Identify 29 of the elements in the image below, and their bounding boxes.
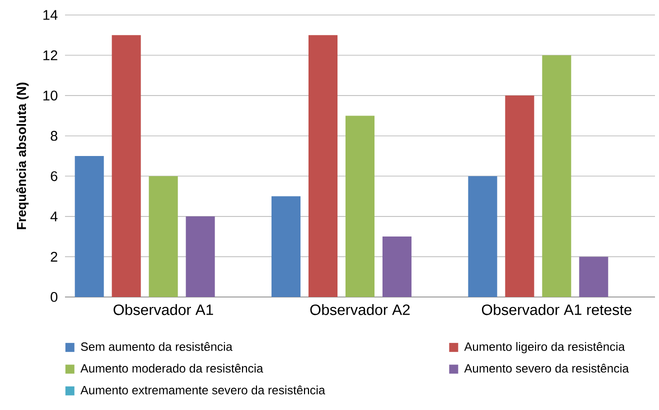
x-tick-label: Observador A2 [310, 304, 410, 316]
bar [505, 96, 534, 297]
bar [186, 216, 215, 297]
legend-label: Aumento severo da resistência [464, 364, 629, 373]
y-axis-title: Frequência absoluta (N) [16, 82, 29, 230]
y-tick-label: 8 [50, 130, 58, 141]
bar [579, 256, 608, 297]
bar [272, 196, 300, 297]
legend-label: Aumento extremamente severo da resistência [80, 386, 326, 394]
bar [308, 35, 338, 297]
bar [74, 156, 104, 297]
legend-label: Aumento moderado da resistência [80, 364, 264, 373]
bar [112, 35, 141, 297]
x-tick-label: Observador A1 [114, 304, 214, 316]
bar [542, 55, 572, 297]
y-tick-label: 6 [50, 171, 58, 182]
y-tick-label: 2 [50, 252, 58, 262]
bar [382, 236, 412, 297]
y-tick-label: 4 [50, 212, 58, 222]
y-tick-label: 10 [43, 90, 58, 101]
y-tick-label: 14 [43, 10, 58, 20]
legend-label: Sem aumento da resistência [80, 342, 232, 351]
bar [148, 176, 178, 297]
legend-label: Aumento ligeiro da resistência [464, 342, 625, 354]
bar [468, 176, 498, 297]
x-tick-label: Observador A1 reteste [482, 304, 632, 316]
y-tick-label: 0 [50, 292, 58, 302]
bar [346, 116, 374, 297]
y-tick-label: 12 [43, 50, 58, 60]
